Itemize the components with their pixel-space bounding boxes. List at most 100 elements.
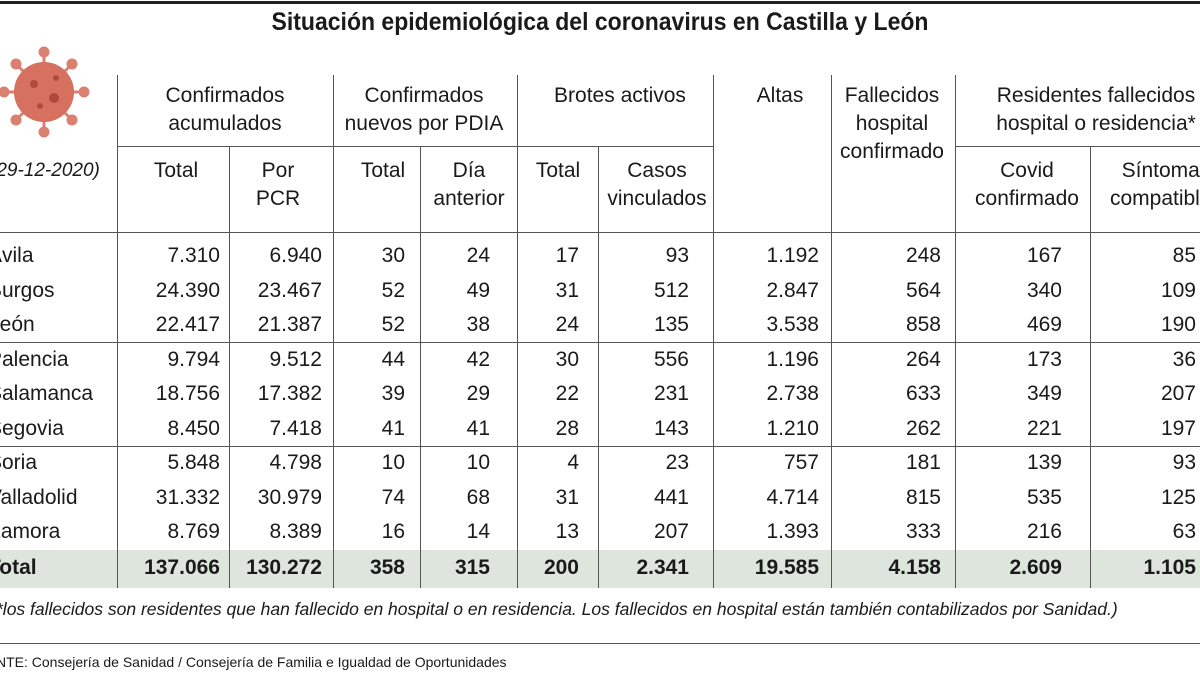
sub-header: anterior bbox=[433, 187, 505, 210]
footnote: *los fallecidos son residentes que han f… bbox=[0, 599, 1118, 619]
cell: 1.210 bbox=[766, 417, 819, 440]
cell: 231 bbox=[653, 382, 689, 405]
cell: 556 bbox=[653, 348, 689, 371]
group-header: hospital bbox=[855, 112, 929, 135]
cell: 4 bbox=[567, 451, 579, 474]
cell: 262 bbox=[905, 417, 941, 440]
cell: 139 bbox=[1026, 451, 1062, 474]
cell: 441 bbox=[653, 486, 689, 509]
title: Situación epidemiológica del coronavirus… bbox=[271, 8, 929, 36]
column-divider bbox=[229, 146, 230, 588]
cell: 469 bbox=[1026, 313, 1062, 336]
row-divider bbox=[0, 232, 1200, 233]
row-label: Soria bbox=[0, 451, 38, 474]
cell: 93 bbox=[665, 244, 689, 267]
cell: 24.390 bbox=[155, 279, 220, 302]
cell: 349 bbox=[1026, 382, 1062, 405]
cell: 535 bbox=[1026, 486, 1062, 509]
cell: 19.585 bbox=[754, 556, 819, 579]
cell: 125 bbox=[1160, 486, 1196, 509]
cell: 30.979 bbox=[257, 486, 322, 509]
group-header: Brotes activos bbox=[554, 84, 686, 107]
cell: 858 bbox=[905, 313, 941, 336]
cell: 16 bbox=[381, 520, 405, 543]
group-header: Fallecidos bbox=[844, 84, 940, 107]
sub-header: Total bbox=[153, 159, 199, 182]
header-divider bbox=[117, 146, 713, 147]
cell: 41 bbox=[466, 417, 490, 440]
cell: 14 bbox=[466, 520, 490, 543]
cell: 9.794 bbox=[167, 348, 220, 371]
row-label: Ávila bbox=[0, 244, 34, 267]
cell: 4.158 bbox=[888, 556, 941, 579]
cell: 315 bbox=[454, 556, 490, 579]
cell: 44 bbox=[381, 348, 405, 371]
cell: 39 bbox=[381, 382, 405, 405]
row-label: Salamanca bbox=[0, 382, 94, 405]
cell: 2.341 bbox=[636, 556, 689, 579]
cell: 340 bbox=[1026, 279, 1062, 302]
cell: 10 bbox=[381, 451, 405, 474]
cell: 200 bbox=[543, 556, 579, 579]
cell: 264 bbox=[905, 348, 941, 371]
cell: 6.940 bbox=[269, 244, 322, 267]
sub-header: Total bbox=[535, 159, 581, 182]
cell: 49 bbox=[466, 279, 490, 302]
total-row-bg bbox=[0, 550, 1200, 588]
cell: 38 bbox=[466, 313, 490, 336]
row-label: León bbox=[0, 313, 35, 336]
cell: 52 bbox=[381, 313, 405, 336]
column-divider bbox=[598, 146, 599, 588]
group-header: Altas bbox=[756, 84, 804, 107]
cell: 1.105 bbox=[1143, 556, 1196, 579]
cell: 24 bbox=[466, 244, 490, 267]
cell: 52 bbox=[381, 279, 405, 302]
sub-header: PCR bbox=[255, 187, 301, 210]
cell: 358 bbox=[369, 556, 405, 579]
cell: 9.512 bbox=[269, 348, 322, 371]
cell: 130.272 bbox=[246, 556, 322, 579]
cell: 22 bbox=[555, 382, 579, 405]
group-header: Confirmados bbox=[364, 84, 484, 107]
column-divider bbox=[1090, 146, 1091, 588]
cell: 2.609 bbox=[1009, 556, 1062, 579]
footer-rule bbox=[0, 643, 1200, 644]
cell: 41 bbox=[381, 417, 405, 440]
cell: 4.714 bbox=[766, 486, 819, 509]
column-divider bbox=[333, 75, 334, 588]
cell: 21.387 bbox=[257, 313, 322, 336]
row-divider bbox=[0, 446, 1200, 447]
sub-header: Por bbox=[261, 159, 295, 182]
cell: 31.332 bbox=[155, 486, 220, 509]
cell: 2.847 bbox=[766, 279, 819, 302]
cell: 74 bbox=[381, 486, 405, 509]
date: (29-12-2020) bbox=[0, 160, 100, 181]
cell: 216 bbox=[1026, 520, 1062, 543]
column-divider bbox=[955, 75, 956, 588]
cell: 85 bbox=[1172, 244, 1196, 267]
virus-icon bbox=[0, 46, 90, 138]
row-label: Zamora bbox=[0, 520, 61, 543]
cell: 197 bbox=[1160, 417, 1196, 440]
cell: 8.389 bbox=[269, 520, 322, 543]
cell: 18.756 bbox=[155, 382, 220, 405]
sub-header: Total bbox=[360, 159, 406, 182]
row-label: Total bbox=[0, 556, 37, 579]
cell: 512 bbox=[653, 279, 689, 302]
cell: 181 bbox=[905, 451, 941, 474]
cell: 42 bbox=[466, 348, 490, 371]
sub-header: vinculados bbox=[607, 187, 707, 210]
cell: 7.418 bbox=[269, 417, 322, 440]
sub-header: Día bbox=[452, 159, 486, 182]
cell: 4.798 bbox=[269, 451, 322, 474]
sub-header: Síntomas bbox=[1121, 159, 1200, 182]
group-header: Residentes fallecidos bbox=[996, 84, 1196, 107]
cell: 221 bbox=[1026, 417, 1062, 440]
cell: 2.738 bbox=[766, 382, 819, 405]
cell: 5.848 bbox=[167, 451, 220, 474]
cell: 24 bbox=[555, 313, 579, 336]
group-header: hospital o residencia* bbox=[996, 112, 1196, 135]
cell: 1.192 bbox=[766, 244, 819, 267]
row-label: Palencia bbox=[0, 348, 69, 371]
